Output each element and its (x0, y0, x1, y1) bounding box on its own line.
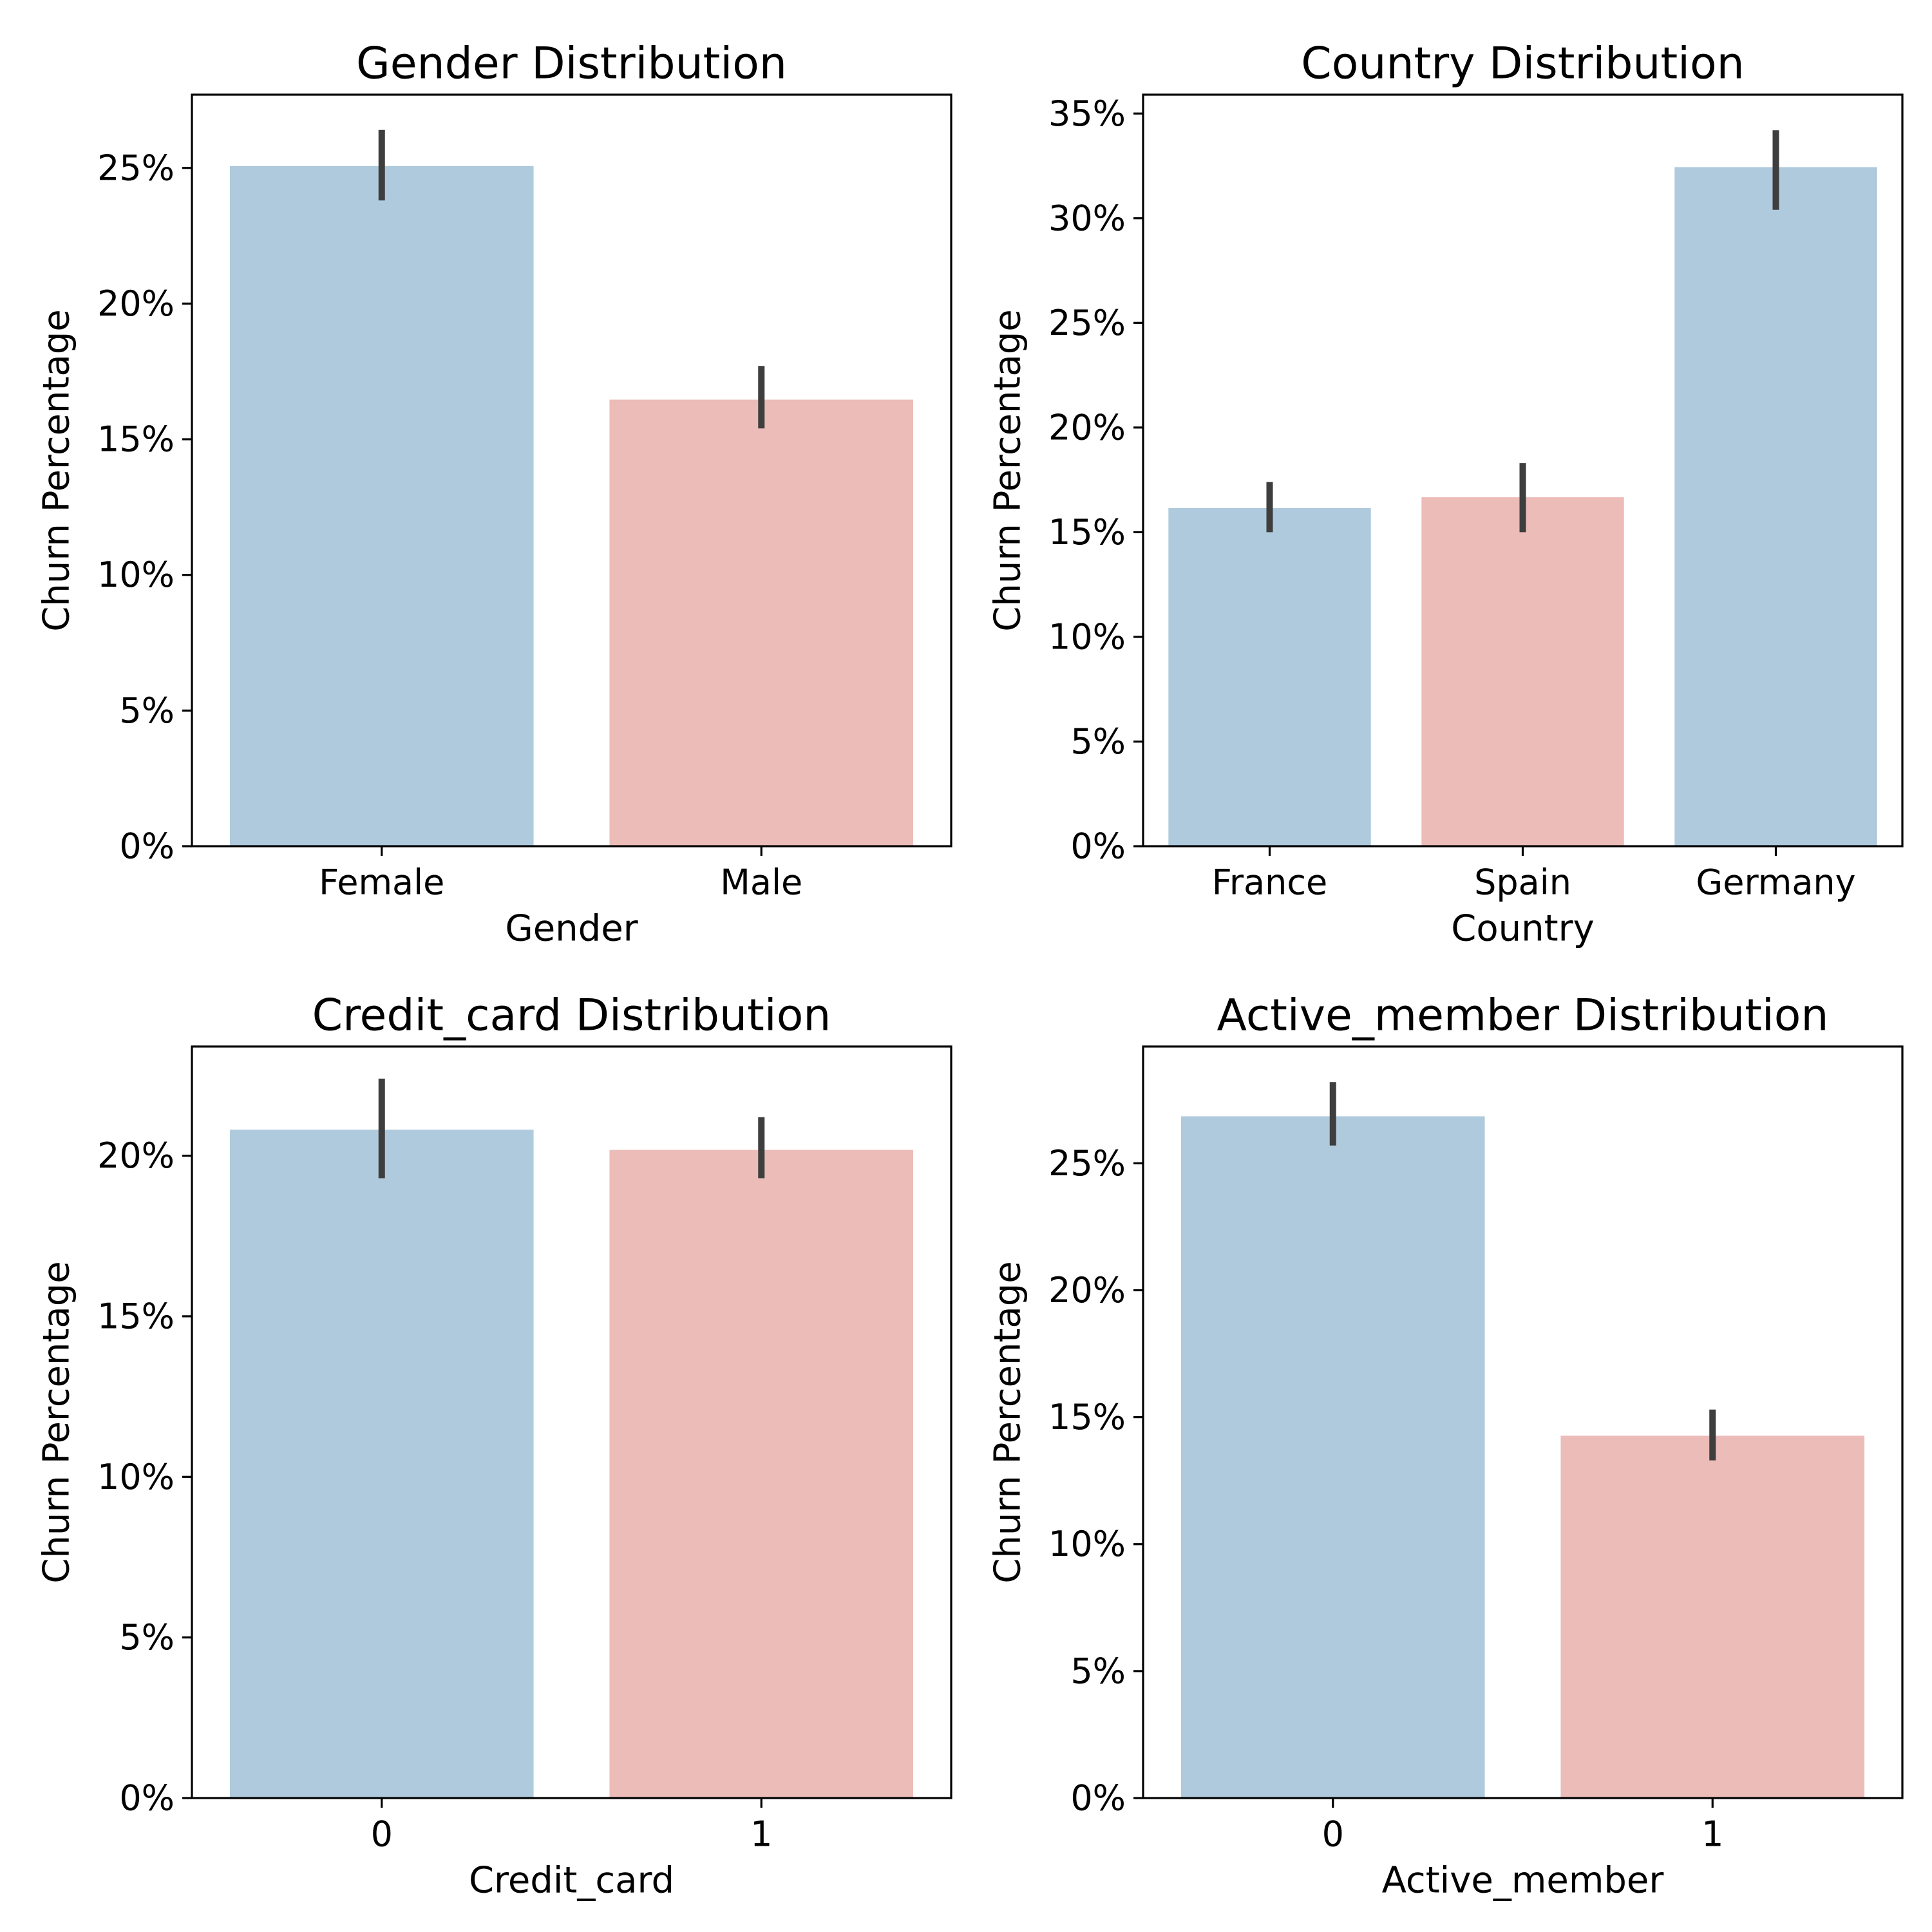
y-tick-label: 5% (119, 1617, 175, 1658)
y-tick-label: 0% (119, 826, 175, 867)
chart-panel-country-distribution: 0% 5% 10% 15% 20% 25% 30% 35% France Spain Germany… (987, 39, 1904, 950)
y-tick-label: 5% (119, 690, 175, 731)
bar-0 (229, 1130, 534, 1798)
y-tick-label: 5% (1070, 1651, 1126, 1691)
chart-panel-active-member-distribution: 0% 5% 10% 15% 20% 25% 0 1 Active_member Distribu… (987, 990, 1904, 1902)
bar-germany (1674, 167, 1877, 846)
bar-spain (1421, 497, 1624, 846)
y-tick-label: 10% (97, 1457, 175, 1497)
plot-frame (1142, 1045, 1904, 1799)
y-tick-label: 0% (1070, 826, 1126, 867)
y-axis-label: Churn Percentage (987, 309, 1029, 631)
chart-title: Active_member Distribution (1217, 990, 1829, 1041)
y-tick-label: 15% (97, 1296, 175, 1336)
bar-france (1168, 508, 1371, 846)
y-tick-label: 20% (1048, 1270, 1126, 1311)
y-tick-label: 10% (1048, 1524, 1126, 1564)
bar-female (229, 166, 534, 847)
bar-male (609, 399, 914, 846)
y-tick-label: 20% (97, 1135, 175, 1176)
plot-frame (191, 1045, 952, 1799)
x-axis-label: Credit_card (469, 1860, 674, 1902)
y-tick-label: 0% (1070, 1778, 1126, 1819)
bar-1 (609, 1150, 914, 1798)
y-tick-label: 15% (97, 419, 175, 460)
y-axis-label: Churn Percentage (36, 1261, 78, 1583)
y-axis-label: Churn Percentage (36, 309, 78, 631)
chart-panel-credit-card-distribution: 0% 5% 10% 15% 20% 0 1 Credit_card Distribution C… (36, 990, 952, 1902)
y-tick-label: 15% (1048, 1397, 1126, 1437)
x-tick-label: France (1212, 862, 1328, 903)
chart-title: Gender Distribution (356, 39, 787, 90)
x-tick-label: 1 (1701, 1814, 1723, 1855)
x-tick-label: 0 (371, 1814, 393, 1855)
x-axis-label: Active_member (1382, 1860, 1665, 1902)
y-axis-label: Churn Percentage (987, 1261, 1029, 1583)
chart-title: Country Distribution (1301, 39, 1744, 90)
x-tick-label: Male (720, 862, 802, 903)
y-tick-label: 25% (97, 147, 175, 188)
chart-title: Credit_card Distribution (312, 990, 831, 1041)
y-tick-label: 20% (97, 283, 175, 324)
y-tick-label: 10% (1048, 616, 1126, 657)
x-tick-label: Spain (1474, 862, 1571, 903)
bar-0 (1180, 1116, 1485, 1798)
y-tick-label: 25% (1048, 303, 1126, 343)
x-tick-label: 0 (1322, 1814, 1344, 1855)
y-tick-label: 15% (1048, 512, 1126, 553)
y-tick-label: 30% (1048, 198, 1126, 238)
y-tick-label: 5% (1070, 721, 1126, 762)
y-tick-label: 35% (1048, 93, 1126, 134)
x-tick-label: Germany (1696, 862, 1855, 903)
x-tick-label: 1 (750, 1814, 772, 1855)
plot-frame (191, 93, 952, 848)
y-tick-label: 10% (97, 554, 175, 595)
bar-1 (1560, 1435, 1865, 1798)
y-tick-label: 0% (119, 1778, 175, 1819)
x-tick-label: Female (319, 862, 444, 903)
x-axis-label: Country (1451, 908, 1594, 950)
y-tick-label: 25% (1048, 1143, 1126, 1184)
x-axis-label: Gender (505, 908, 638, 950)
y-tick-label: 20% (1048, 407, 1126, 448)
chart-panel-gender-distribution: 0% 5% 10% 15% 20% 25% Female Male Gender Distrib… (36, 39, 952, 950)
